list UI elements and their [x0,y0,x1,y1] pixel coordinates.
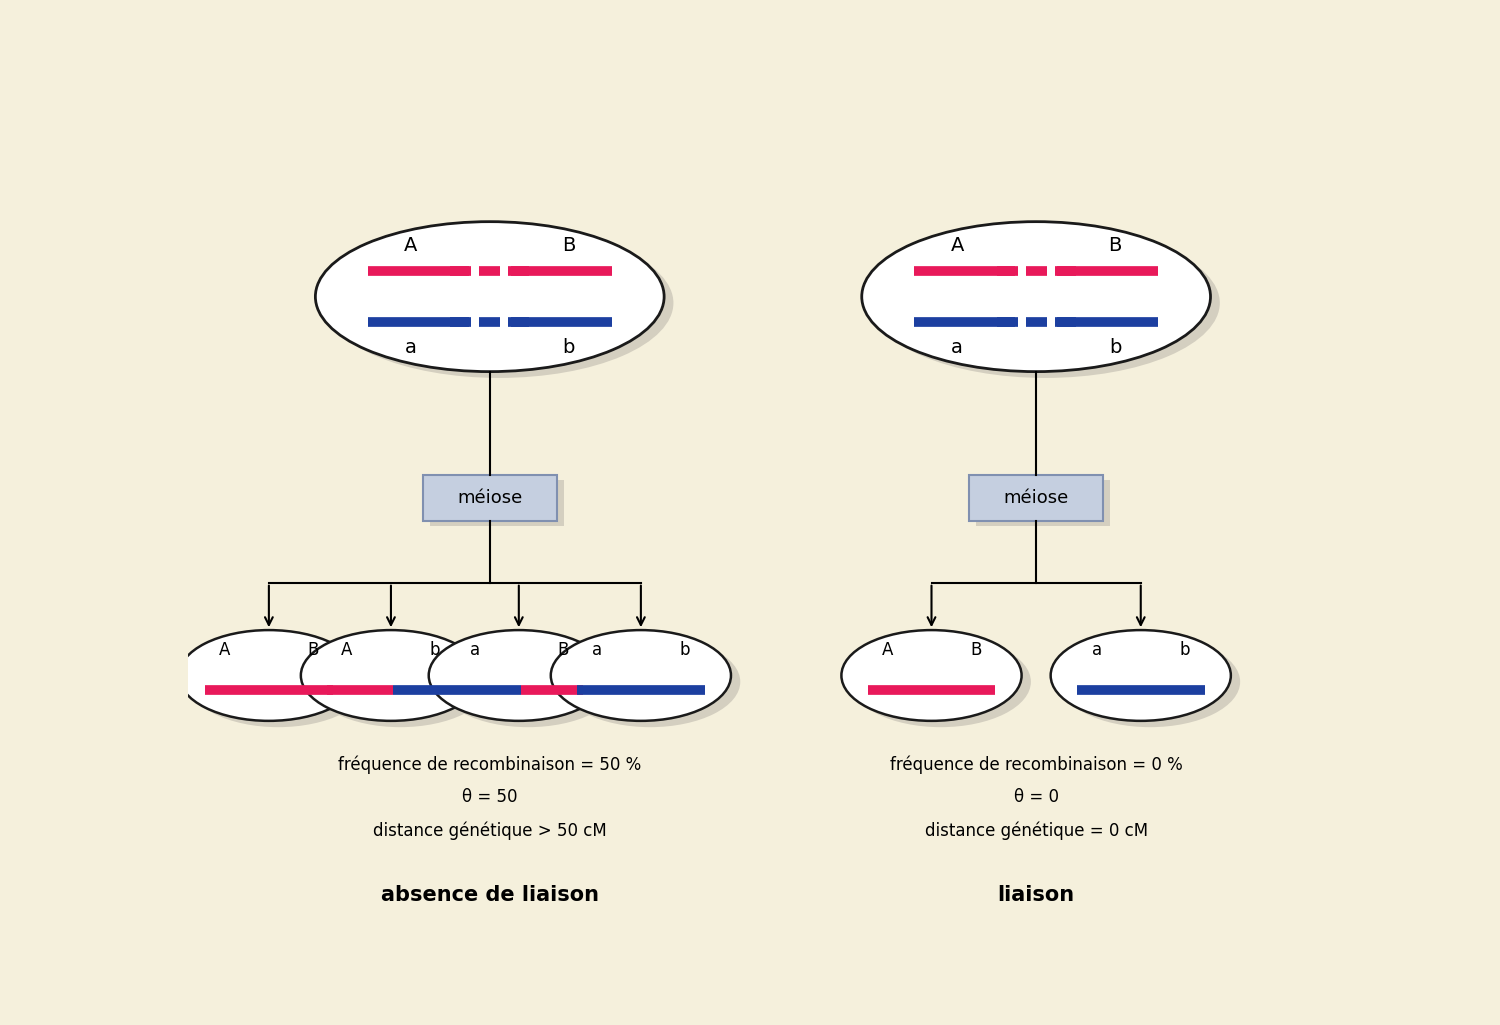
Ellipse shape [438,637,618,727]
Text: θ = 0: θ = 0 [1014,788,1059,807]
Text: b: b [562,338,574,358]
Text: B: B [558,642,568,659]
Text: A: A [882,642,892,659]
Ellipse shape [550,630,730,721]
Ellipse shape [1050,630,1232,721]
Ellipse shape [1060,637,1240,727]
FancyBboxPatch shape [976,480,1110,526]
Text: méiose: méiose [1004,489,1068,507]
Text: b: b [430,642,441,659]
Text: fréquence de recombinaison = 50 %: fréquence de recombinaison = 50 % [338,755,642,774]
Ellipse shape [429,630,609,721]
Ellipse shape [850,637,1030,727]
Text: a: a [1092,642,1101,659]
Ellipse shape [315,221,664,372]
Text: fréquence de recombinaison = 0 %: fréquence de recombinaison = 0 % [890,755,1182,774]
Text: b: b [680,642,690,659]
Text: b: b [1108,338,1122,358]
Ellipse shape [560,637,741,727]
Text: a: a [470,642,480,659]
Ellipse shape [871,228,1220,378]
Ellipse shape [188,637,369,727]
Text: a: a [951,338,963,358]
Text: θ = 50: θ = 50 [462,788,518,807]
FancyBboxPatch shape [423,475,556,521]
Ellipse shape [310,637,490,727]
Text: distance génétique > 50 cM: distance génétique > 50 cM [374,821,606,839]
Text: A: A [340,642,352,659]
Text: A: A [404,236,417,255]
FancyBboxPatch shape [969,475,1102,521]
Text: B: B [562,236,576,255]
Text: a: a [591,642,602,659]
Text: B: B [308,642,318,659]
Text: b: b [1179,642,1190,659]
Text: distance génétique = 0 cM: distance génétique = 0 cM [924,821,1148,839]
Text: B: B [1108,236,1122,255]
FancyBboxPatch shape [430,480,564,526]
Text: méiose: méiose [458,489,522,507]
Ellipse shape [178,630,358,721]
Ellipse shape [302,630,482,721]
Ellipse shape [324,228,674,378]
Text: absence de liaison: absence de liaison [381,886,598,905]
Ellipse shape [861,221,1210,372]
Text: A: A [951,236,964,255]
Ellipse shape [842,630,1022,721]
Text: liaison: liaison [998,886,1074,905]
Text: B: B [970,642,981,659]
Text: A: A [219,642,231,659]
Text: a: a [405,338,417,358]
